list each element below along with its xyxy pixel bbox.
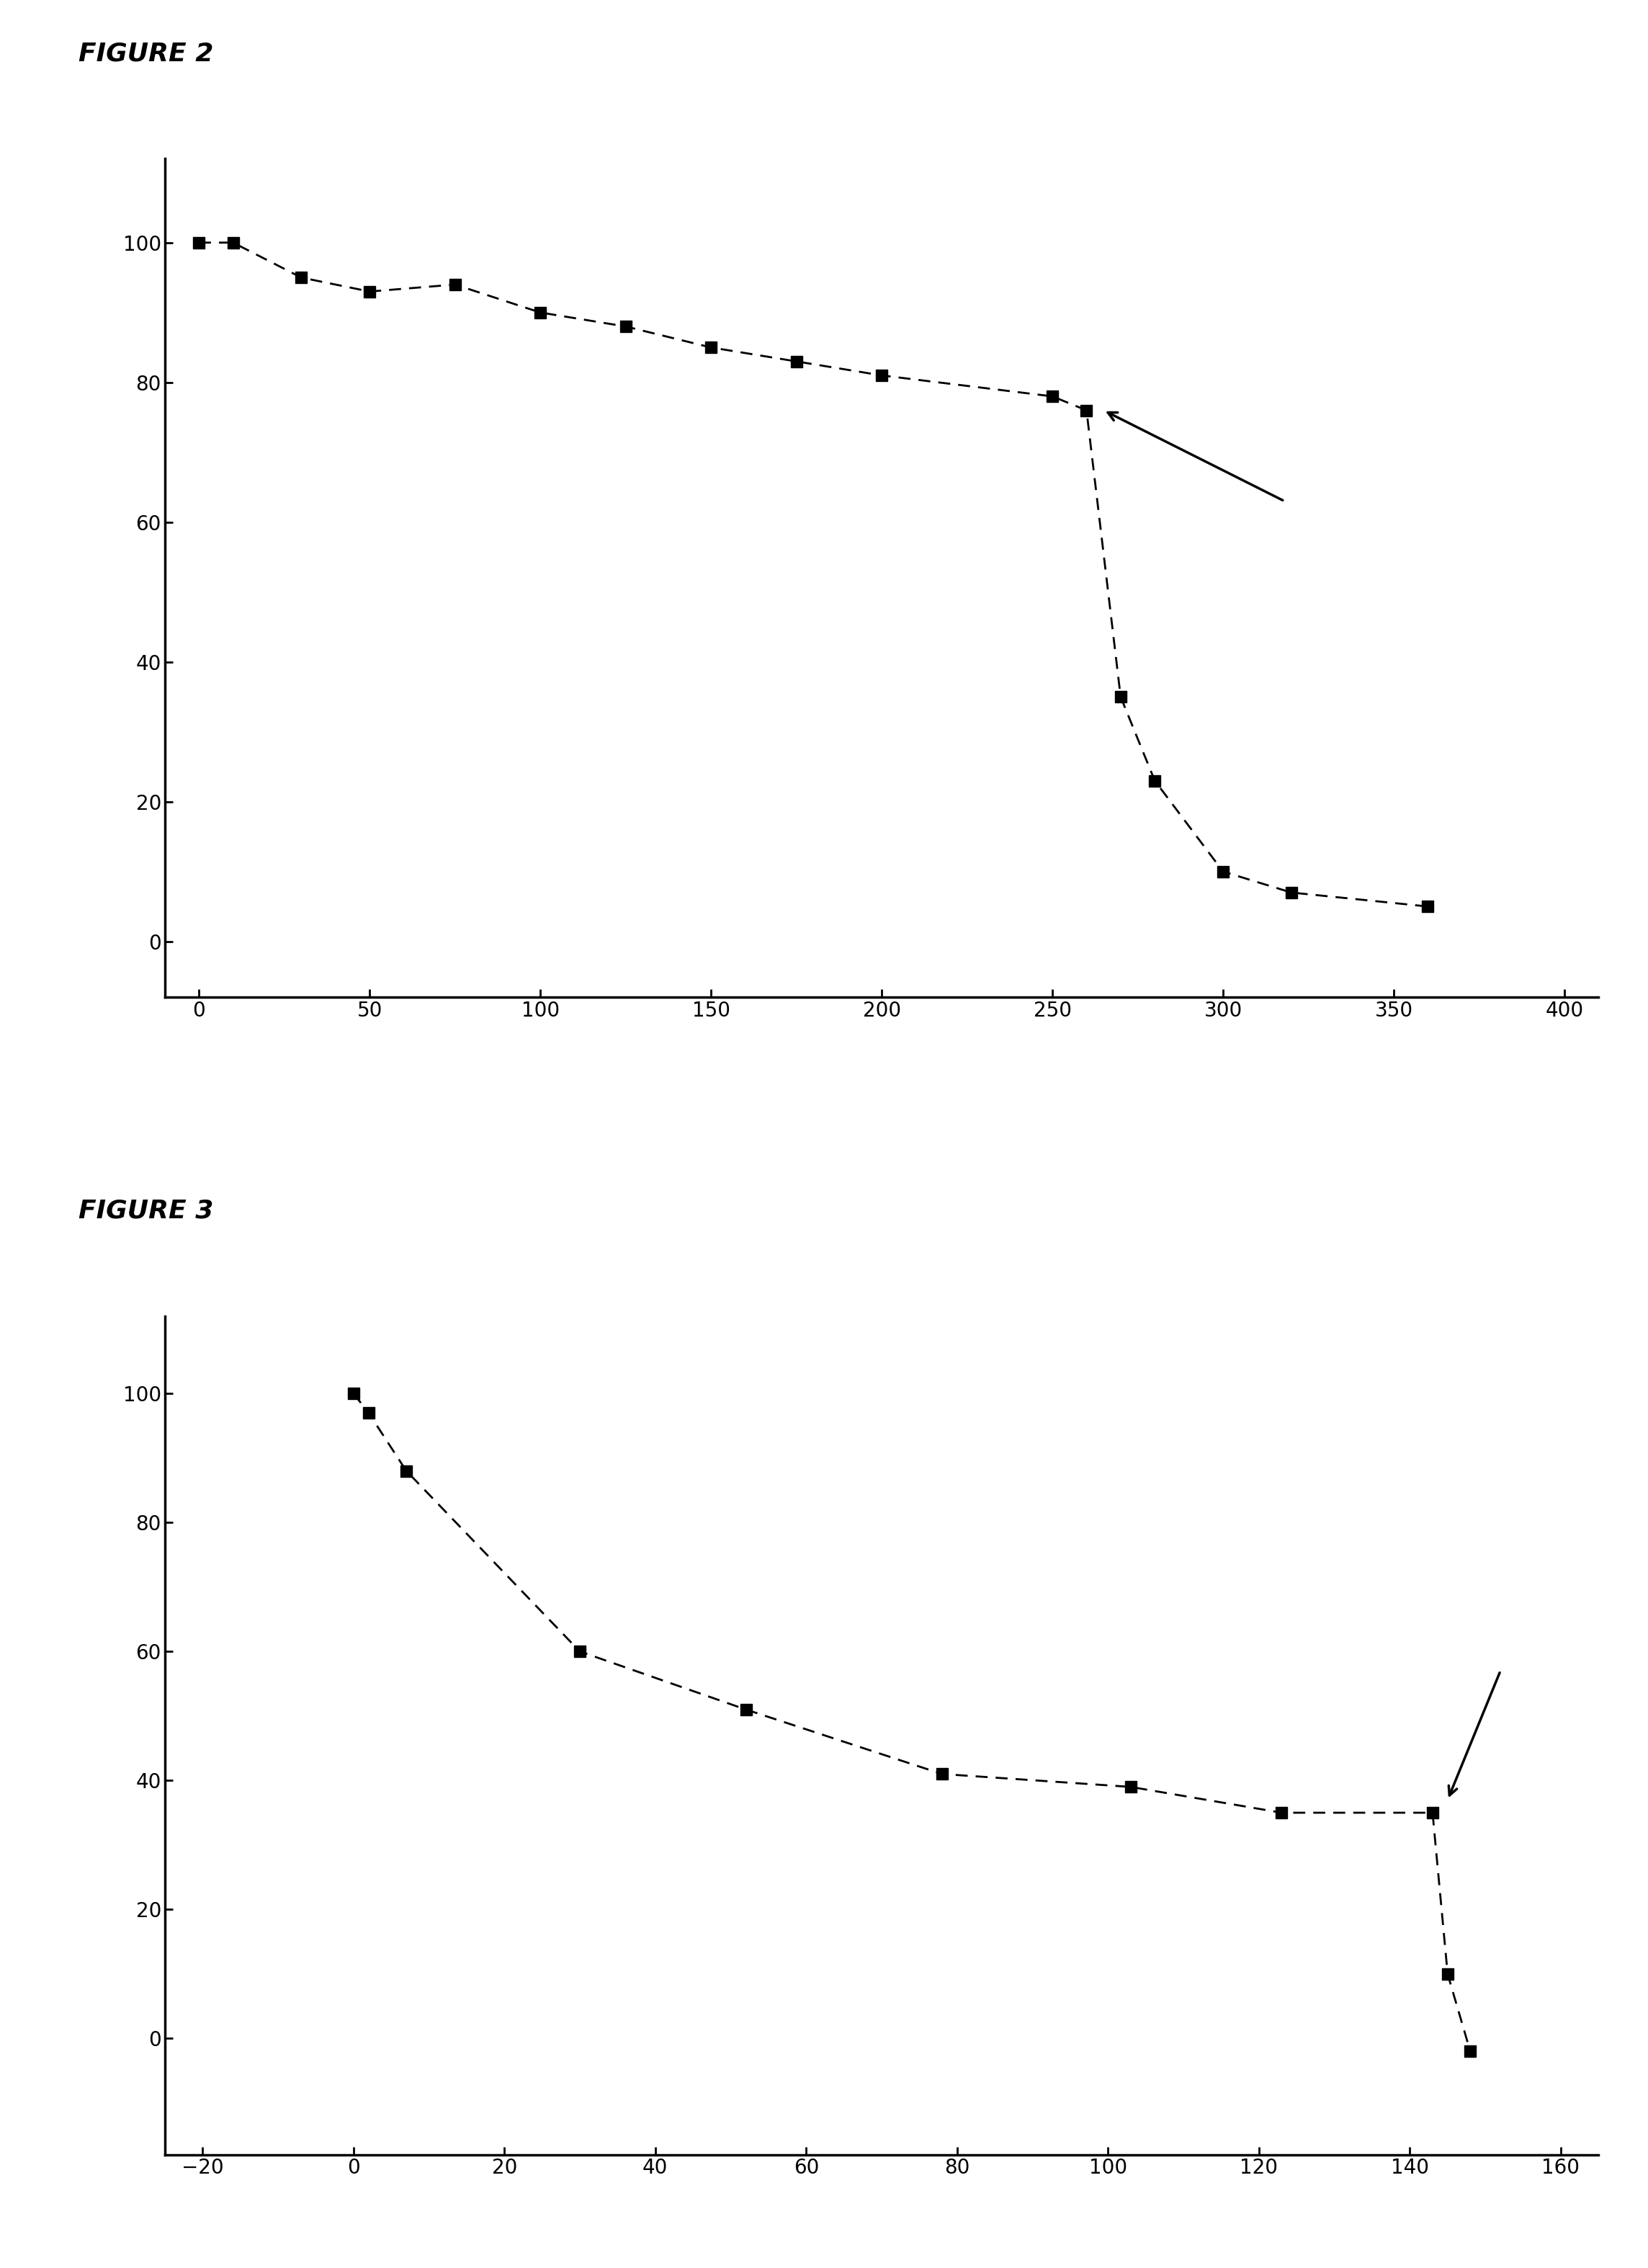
Text: FIGURE 3: FIGURE 3 (79, 1198, 214, 1222)
Text: FIGURE 2: FIGURE 2 (79, 41, 214, 66)
